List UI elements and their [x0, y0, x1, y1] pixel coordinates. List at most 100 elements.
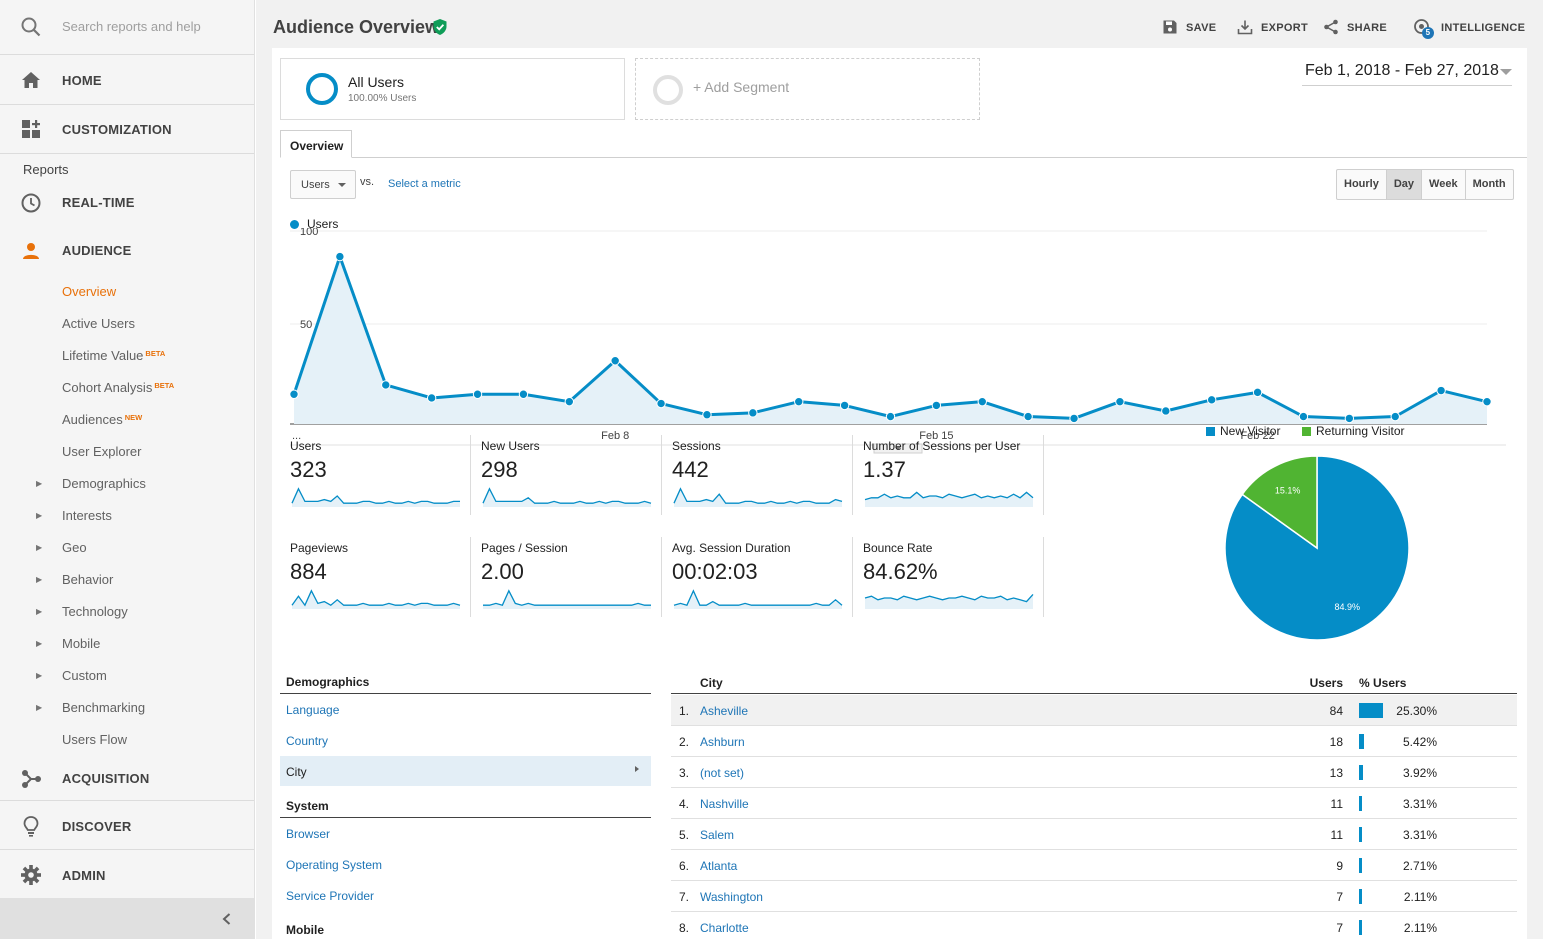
table-row: 8. Charlotte 7 2.11% [671, 912, 1517, 939]
nav-realtime[interactable]: REAL-TIME [0, 183, 254, 223]
nav-overview[interactable]: Overview [62, 284, 117, 299]
nav-discover[interactable]: DISCOVER [0, 800, 254, 849]
metric-name: Avg. Session Duration [672, 541, 791, 555]
metric-tile[interactable]: Number of Sessions per User 1.37 [863, 439, 1045, 519]
nav-user-explorer[interactable]: User Explorer [62, 444, 142, 459]
share-button[interactable]: SHARE [1323, 18, 1387, 38]
users-data-point [1115, 396, 1125, 407]
city-link[interactable]: Ashburn [700, 735, 745, 749]
tab-overview[interactable]: Overview [280, 130, 352, 158]
nav-behavior[interactable]: Behavior [62, 572, 114, 587]
caret-right-icon[interactable]: ▶ [36, 607, 43, 616]
sparkline-fill [865, 492, 1033, 507]
users-data-point [472, 389, 483, 399]
caret-right-icon[interactable]: ▶ [36, 575, 43, 584]
nav-interests[interactable]: Interests [62, 508, 112, 523]
nav-benchmarking[interactable]: Benchmarking [62, 700, 146, 715]
city-column-header[interactable]: City [700, 676, 723, 690]
caret-right-icon[interactable]: ▶ [36, 479, 43, 488]
nav-lifetime-value[interactable]: Lifetime Value BETA [62, 348, 165, 363]
nav-geo[interactable]: Geo [62, 540, 87, 555]
nav-audiences[interactable]: Audiences NEW [62, 412, 142, 427]
tile-divider [852, 435, 853, 515]
users-data-point [885, 411, 896, 422]
caret-right-icon[interactable]: ▶ [36, 703, 43, 712]
row-users: 9 [1336, 859, 1343, 873]
segment-all-users[interactable]: All Users 100.00% Users [280, 58, 625, 120]
row-users: 11 [1330, 828, 1343, 842]
nav-active-users[interactable]: Active Users [62, 316, 135, 331]
save-button[interactable]: SAVE [1162, 18, 1216, 38]
dimension-service-provider[interactable]: Service Provider [286, 889, 375, 903]
metric-tile[interactable]: Users 323 [290, 439, 472, 519]
intelligence-button[interactable]: 5 INTELLIGENCE [1413, 18, 1525, 39]
dimension-country[interactable]: Country [286, 734, 329, 748]
share-label: SHARE [1347, 22, 1388, 34]
nav-customization-label: CUSTOMIZATION [62, 122, 172, 137]
arrow-right-icon [635, 766, 639, 772]
city-link[interactable]: Charlotte [700, 921, 749, 935]
beta-badge: BETA [154, 381, 175, 390]
add-segment-button[interactable]: + Add Segment [635, 58, 980, 120]
row-users: 13 [1329, 766, 1343, 780]
metric-tile[interactable]: Pages / Session 2.00 [481, 541, 663, 621]
metric-tile[interactable]: Pageviews 884 [290, 541, 472, 621]
metric-sparkline [864, 593, 1034, 609]
caret-right-icon[interactable]: ▶ [36, 511, 43, 520]
dimension-browser[interactable]: Browser [286, 827, 331, 841]
select-metric-link[interactable]: Select a metric [388, 178, 461, 190]
nav-cohort-analysis[interactable]: Cohort Analysis BETA [62, 380, 174, 395]
segment-name: All Users [348, 74, 405, 90]
users-column-header[interactable]: Users [1309, 676, 1343, 690]
nav-demographics[interactable]: Demographics [62, 476, 146, 491]
city-link[interactable]: Salem [700, 828, 735, 842]
table-row: 7. Washington 7 2.11% [671, 881, 1517, 912]
nav-customization[interactable]: CUSTOMIZATION [0, 105, 254, 154]
nav-lifetime-value-label: Lifetime Value [62, 348, 144, 363]
intelligence-icon: 5 [1413, 18, 1434, 39]
caret-right-icon[interactable]: ▶ [36, 671, 43, 680]
city-link[interactable]: Asheville [700, 704, 749, 718]
nav-home[interactable]: HOME [0, 56, 254, 105]
metric-tile[interactable]: Sessions 442 [672, 439, 854, 519]
day-button[interactable]: Day [1386, 170, 1423, 199]
table-row: 5. Salem 11 3.31% [671, 819, 1517, 850]
chevron-left-icon[interactable] [220, 912, 234, 931]
nav-mobile[interactable]: Mobile [62, 636, 101, 651]
caret-right-icon[interactable]: ▶ [36, 543, 43, 552]
nav-technology[interactable]: Technology [62, 604, 128, 619]
sparkline-line [673, 589, 843, 606]
export-label: EXPORT [1261, 22, 1309, 34]
search-input[interactable] [62, 14, 242, 38]
page-title: Audience Overview [273, 17, 440, 37]
tile-divider [470, 435, 471, 515]
city-link[interactable]: Atlanta [700, 859, 738, 873]
caret-right-icon[interactable]: ▶ [36, 639, 43, 648]
export-button[interactable]: EXPORT [1237, 18, 1308, 38]
hourly-button[interactable]: Hourly [1337, 170, 1387, 199]
metric-name: Bounce Rate [863, 541, 933, 555]
dimension-city-selected[interactable]: City [280, 756, 651, 786]
metric-tile[interactable]: Bounce Rate 84.62% [863, 541, 1045, 621]
nav-custom[interactable]: Custom [62, 668, 107, 683]
nav-admin[interactable]: ADMIN [0, 849, 254, 898]
month-button[interactable]: Month [1472, 178, 1506, 190]
dimension-language[interactable]: Language [286, 703, 340, 717]
users-data-point [518, 389, 529, 399]
week-button[interactable]: Week [1422, 170, 1466, 199]
metric-tile[interactable]: New Users 298 [481, 439, 663, 519]
dimension-operating-system[interactable]: Operating System [286, 858, 383, 872]
date-range-picker[interactable]: Feb 1, 2018 - Feb 27, 2018 [1302, 62, 1512, 86]
table-row: 2. Ashburn 18 5.42% [671, 726, 1517, 757]
metric-tile[interactable]: Avg. Session Duration 00:02:03 [672, 541, 854, 621]
nav-users-flow[interactable]: Users Flow [62, 732, 128, 747]
nav-acquisition[interactable]: ACQUISITION [0, 759, 254, 799]
nav-audience[interactable]: AUDIENCE [0, 231, 254, 271]
city-link[interactable]: Washington [700, 890, 763, 904]
metric-select[interactable]: Users [290, 170, 356, 199]
pct-users-column-header[interactable]: % Users [1359, 676, 1407, 690]
pct-bar [1359, 734, 1365, 749]
city-link[interactable]: Nashville [700, 797, 749, 811]
city-link[interactable]: (not set) [700, 766, 745, 780]
search-icon[interactable] [20, 16, 42, 43]
